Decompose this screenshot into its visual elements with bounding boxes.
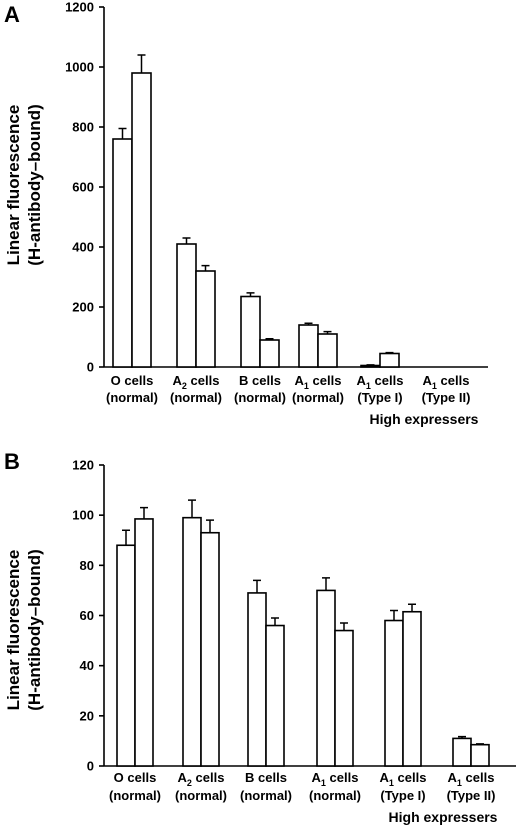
high-expressers-note-a: High expressers [370, 411, 479, 427]
error-bar [140, 506, 148, 519]
bar-series-1 [116, 544, 136, 767]
y-tick-label: 1000 [65, 60, 94, 75]
panel-label-b: B [4, 449, 20, 474]
category-sublabel: (normal) [175, 788, 227, 803]
error-bar [366, 364, 375, 366]
category-sublabel: (normal) [106, 390, 158, 405]
error-bar [246, 292, 255, 297]
category-label: A1 cells [357, 373, 404, 391]
error-bar [323, 330, 332, 334]
error-bar [137, 54, 146, 73]
error-bar [304, 322, 313, 325]
error-bar [182, 237, 191, 244]
y-tick-label: 800 [72, 120, 94, 135]
category-sublabel: (Type II) [447, 788, 496, 803]
category-label: B cells [239, 373, 281, 388]
bar-series-2 [200, 531, 220, 767]
category-sublabel: (normal) [109, 788, 161, 803]
bar-series-1 [240, 295, 261, 368]
category-label: A1 cells [448, 770, 495, 788]
error-bar [322, 577, 330, 591]
bar-series-2 [134, 518, 154, 767]
error-bar [340, 622, 348, 631]
category-label: B cells [245, 770, 287, 785]
y-tick-label: 0 [87, 759, 94, 774]
category-sublabel: (Type I) [380, 788, 425, 803]
bar-series-1 [182, 516, 202, 767]
chart-panel-b: B Linear fluorescence (H-antibody–bound)… [4, 449, 516, 825]
panel-label-a: A [4, 2, 20, 27]
y-tick-label: 60 [80, 608, 94, 623]
y-tick-label: 120 [72, 458, 94, 473]
y-tick-label: 0 [87, 360, 94, 375]
category-sublabel: (normal) [234, 390, 286, 405]
category-label: A1 cells [423, 373, 470, 391]
y-tick-label: 100 [72, 508, 94, 523]
category-label: A2 cells [173, 373, 220, 391]
error-bar [476, 743, 484, 745]
category-label: A1 cells [380, 770, 427, 788]
error-bar [390, 609, 398, 621]
y-tick-label: 20 [80, 708, 94, 723]
category-sublabel: (Type I) [357, 390, 402, 405]
bar-series-1 [176, 243, 197, 368]
error-bar [206, 519, 214, 533]
error-bar [458, 735, 466, 739]
error-bar [253, 579, 261, 593]
y-axis-label-line1-b: Linear fluorescence [4, 550, 23, 711]
bar-series-2 [379, 352, 400, 368]
bar-series-1 [384, 619, 404, 767]
error-bar [122, 529, 130, 546]
bar-series-1 [112, 138, 133, 368]
error-bar [201, 264, 210, 271]
bar-series-2 [195, 270, 216, 368]
bar-series-1 [452, 737, 472, 767]
bar-series-2 [402, 610, 422, 767]
category-sublabel: (normal) [240, 788, 292, 803]
high-expressers-note-b: High expressers [389, 809, 498, 825]
bar-series-1 [247, 592, 267, 767]
bar-series-2 [317, 333, 338, 368]
y-axis-label-line2-b: (H-antibody–bound) [25, 549, 44, 710]
bar-series-2 [131, 72, 152, 368]
category-label: A1 cells [295, 373, 342, 391]
error-bar [265, 338, 274, 340]
y-axis-label-line1-a: Linear fluorescence [4, 105, 23, 266]
category-label: O cells [114, 770, 157, 785]
category-label: A2 cells [178, 770, 225, 788]
category-sublabel: (normal) [292, 390, 344, 405]
y-tick-label: 400 [72, 240, 94, 255]
y-tick-label: 80 [80, 558, 94, 573]
bar-series-2 [470, 743, 490, 767]
error-bar [408, 603, 416, 612]
y-tick-label: 1200 [65, 0, 94, 15]
y-tick-label: 600 [72, 180, 94, 195]
y-tick-label: 200 [72, 300, 94, 315]
chart-panel-a: A Linear fluorescence (H-antibody–bound)… [4, 0, 488, 427]
bar-series-2 [334, 629, 354, 767]
y-axis-label-line2-a: (H-antibody–bound) [25, 104, 44, 265]
error-bar [118, 127, 127, 139]
error-bar [188, 499, 196, 518]
category-sublabel: (Type II) [422, 390, 471, 405]
bar-series-1 [316, 589, 336, 767]
category-label: O cells [111, 373, 154, 388]
bar-series-2 [265, 624, 285, 767]
bar-series-1 [298, 324, 319, 368]
category-sublabel: (normal) [170, 390, 222, 405]
bar-series-1 [360, 364, 381, 368]
error-bar [271, 617, 279, 626]
bar-series-2 [259, 339, 280, 368]
category-label: A1 cells [312, 770, 359, 788]
y-tick-label: 40 [80, 658, 94, 673]
category-sublabel: (normal) [309, 788, 361, 803]
error-bar [385, 351, 394, 354]
